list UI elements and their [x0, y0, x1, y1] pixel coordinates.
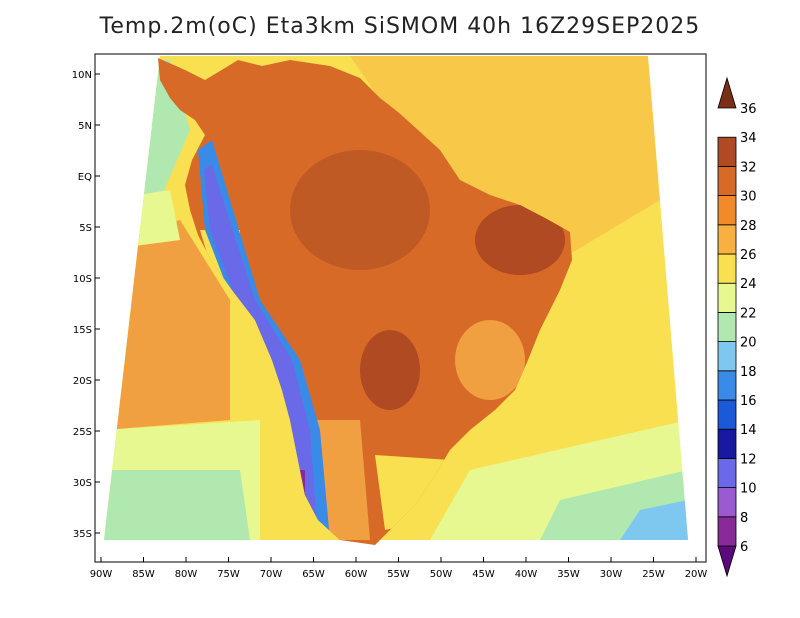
colorbar-segment — [717, 165, 737, 196]
lon-tick-label: 75W — [217, 569, 240, 580]
lon-tick-label: 50W — [430, 569, 453, 580]
colorbar-max-arrow — [717, 76, 737, 109]
lat-tick-label: 10N — [72, 70, 92, 81]
colorbar-segment — [717, 195, 737, 226]
colorbar-segment — [717, 487, 737, 518]
colorbar-label: 14 — [740, 423, 757, 438]
colorbar-segment — [717, 457, 737, 488]
colorbar-label: 34 — [740, 131, 757, 146]
lon-tick-label: 80W — [175, 569, 198, 580]
colorbar-segment — [717, 136, 737, 167]
lat-tick-label: 25S — [73, 427, 92, 438]
colorbar-label: 36 — [740, 102, 757, 117]
lat-tick-label: 35S — [73, 529, 92, 540]
colorbar-segment — [717, 224, 737, 255]
lat-tick-label: 20S — [73, 376, 92, 387]
map-title: Temp.2m(oC) Eta3km SiSMOM 40h 16Z29SEP20… — [99, 14, 701, 39]
colorbar-label: 18 — [740, 365, 757, 380]
lon-tick-label: 60W — [345, 569, 368, 580]
colorbar-segment — [717, 311, 737, 342]
colorbar-segment — [717, 282, 737, 313]
lon-tick-label: 45W — [472, 569, 495, 580]
lon-tick-label: 70W — [260, 569, 283, 580]
colorbar-label: 24 — [740, 277, 757, 292]
colorbar-label: 32 — [740, 160, 757, 175]
lon-tick-label: 25W — [642, 569, 665, 580]
colorbar-segment — [717, 516, 737, 547]
lat-tick-label: 15S — [73, 325, 92, 336]
lat-tick-label: 10S — [73, 274, 92, 285]
colorbar-segment — [717, 341, 737, 372]
colorbar-label: 28 — [740, 219, 757, 234]
colorbar-label: 10 — [740, 482, 757, 497]
colorbar-min-arrow — [717, 545, 737, 578]
colorbar-label: 30 — [740, 190, 757, 205]
lon-tick-label: 85W — [132, 569, 155, 580]
colorbar-label: 8 — [740, 511, 748, 526]
latitude-axis: 10N 5N EQ 5S 10S 15S 20S 25S 30S 35S — [72, 70, 100, 540]
lon-tick-label: 90W — [90, 569, 113, 580]
colorbar-label: 22 — [740, 306, 757, 321]
colorbar-segment — [717, 428, 737, 459]
lon-tick-label: 40W — [515, 569, 538, 580]
colorbar-label: 16 — [740, 394, 757, 409]
longitude-axis: 90W 85W 80W 75W 70W 65W 60W 55W 50W 45W 40W 35W 30W 2… — [90, 557, 708, 580]
lon-tick-label: 35W — [557, 569, 580, 580]
lon-tick-label: 20W — [685, 569, 708, 580]
colorbar-label: 26 — [740, 248, 757, 263]
colorbar-label: 6 — [740, 540, 748, 555]
lon-tick-label: 55W — [387, 569, 410, 580]
map-frame — [94, 53, 707, 563]
colorbar-label: 20 — [740, 336, 757, 351]
colorbar-segment — [717, 370, 737, 401]
lat-tick-label: 5N — [78, 121, 92, 132]
colorbar-segment — [717, 253, 737, 284]
lon-tick-label: 30W — [600, 569, 623, 580]
colorbar: 6 8 10 12 14 16 18 20 22 24 26 28 30 32 34 36 — [717, 76, 757, 578]
colorbar-segment — [717, 399, 737, 430]
colorbar-label: 12 — [740, 452, 757, 467]
lon-tick-label: 65W — [302, 569, 325, 580]
lat-tick-label: 5S — [79, 223, 92, 234]
lat-tick-label: EQ — [78, 172, 92, 183]
lat-tick-label: 30S — [73, 478, 92, 489]
